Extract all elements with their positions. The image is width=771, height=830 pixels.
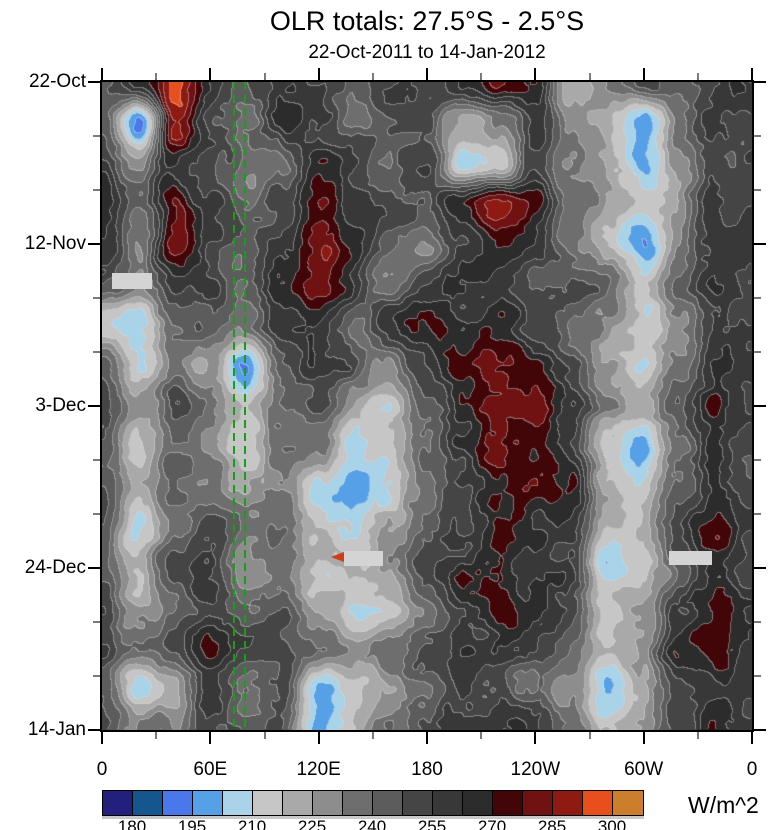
x-major-tick — [317, 732, 320, 744]
x-minor-tick — [263, 732, 266, 739]
y-minor-tick — [93, 189, 100, 191]
colorbar-tick-label: 195 — [177, 817, 207, 830]
x-minor-tick — [696, 732, 699, 739]
y-minor-tick-right — [754, 351, 761, 353]
colorbar-box — [523, 791, 553, 815]
colorbar-box — [343, 791, 373, 815]
colorbar-box — [403, 791, 433, 815]
colorbar-box — [373, 791, 403, 815]
y-axis-tick-label: 24-Dec — [24, 557, 86, 578]
colorbar-box — [433, 791, 463, 815]
plot-frame — [100, 80, 754, 732]
chart-subtitle: 22-Oct-2011 to 14-Jan-2012 — [308, 42, 546, 63]
y-minor-tick-right — [754, 135, 761, 137]
x-major-tick — [101, 732, 103, 744]
colorbar-box — [613, 791, 643, 815]
colorbar-box — [253, 791, 283, 815]
x-major-tick — [209, 732, 212, 744]
y-axis-tick-label: 14-Jan — [27, 719, 86, 740]
x-major-tick-top — [426, 68, 428, 80]
x-minor-tick-top — [263, 73, 266, 80]
y-minor-tick-right — [754, 297, 761, 299]
y-minor-tick-right — [754, 513, 761, 515]
x-minor-tick-top — [480, 73, 483, 80]
x-major-tick-top — [534, 68, 537, 80]
x-major-tick-top — [317, 68, 320, 80]
colorbar-box — [193, 791, 223, 815]
colorbar-units-label: W/m^2 — [688, 792, 759, 818]
colorbar-box — [133, 791, 163, 815]
colorbar-box — [223, 791, 253, 815]
colorbar-box — [283, 791, 313, 815]
x-minor-tick — [588, 732, 591, 739]
colorbar — [102, 790, 644, 816]
colorbar-tick-label: 180 — [117, 817, 147, 830]
x-minor-tick-top — [696, 73, 699, 80]
x-major-tick — [751, 732, 753, 744]
y-minor-tick — [93, 675, 100, 677]
y-minor-tick-right — [754, 459, 761, 461]
y-major-tick-right — [754, 729, 766, 731]
x-minor-tick — [155, 732, 158, 739]
x-major-tick — [426, 732, 428, 744]
x-axis-tick-label: 180 — [411, 759, 443, 780]
x-major-tick — [534, 732, 537, 744]
y-axis-tick-label: 3-Dec — [35, 395, 86, 416]
y-major-tick — [88, 729, 100, 731]
x-major-tick — [642, 732, 645, 744]
x-axis-tick-label: 0 — [96, 759, 108, 780]
x-major-tick-top — [751, 68, 753, 80]
colorbar-tick-label: 240 — [357, 817, 387, 830]
x-major-tick-top — [642, 68, 645, 80]
colorbar-box — [103, 791, 133, 815]
colorbar-box — [463, 791, 493, 815]
colorbar-tick-label: 285 — [537, 817, 567, 830]
colorbar-box — [583, 791, 613, 815]
heatmap-canvas — [102, 82, 752, 730]
colorbar-tick-label: 270 — [477, 817, 507, 830]
x-major-tick-top — [101, 68, 103, 80]
y-axis-tick-label: 12-Nov — [24, 233, 86, 254]
y-minor-tick — [93, 621, 100, 623]
y-major-tick — [88, 81, 100, 83]
colorbar-tick-label: 210 — [237, 817, 267, 830]
x-minor-tick-top — [371, 73, 374, 80]
y-minor-tick-right — [754, 675, 761, 677]
x-minor-tick — [371, 732, 374, 739]
y-axis-tick-label: 22-Oct — [28, 71, 86, 92]
x-axis-tick-label: 60W — [624, 759, 664, 780]
colorbar-tick-label: 225 — [297, 817, 327, 830]
y-major-tick-right — [754, 567, 766, 569]
x-axis-tick-label: 120E — [296, 759, 341, 780]
colorbar-tick-label: 255 — [417, 817, 447, 830]
y-minor-tick — [93, 351, 100, 353]
y-minor-tick — [93, 513, 100, 515]
x-axis-tick-label: 0 — [746, 759, 758, 780]
y-minor-tick — [93, 135, 100, 137]
x-axis-tick-label: 120W — [510, 759, 561, 780]
x-axis-tick-label: 60E — [193, 759, 228, 780]
colorbar-box — [163, 791, 193, 815]
colorbar-box — [493, 791, 523, 815]
x-major-tick-top — [209, 68, 212, 80]
y-minor-tick-right — [754, 189, 761, 191]
x-minor-tick-top — [155, 73, 158, 80]
y-major-tick-right — [754, 81, 766, 83]
colorbar-box — [553, 791, 583, 815]
colorbar-tick-label: 300 — [597, 817, 627, 830]
y-major-tick — [88, 405, 100, 407]
y-major-tick — [88, 567, 100, 569]
y-major-tick-right — [754, 243, 766, 245]
y-major-tick-right — [754, 405, 766, 407]
x-minor-tick — [480, 732, 483, 739]
y-minor-tick — [93, 297, 100, 299]
y-major-tick — [88, 243, 100, 245]
y-minor-tick-right — [754, 621, 761, 623]
colorbar-box — [313, 791, 343, 815]
y-minor-tick — [93, 459, 100, 461]
chart-title: OLR totals: 27.5°S - 2.5°S — [269, 6, 585, 36]
x-minor-tick-top — [588, 73, 591, 80]
